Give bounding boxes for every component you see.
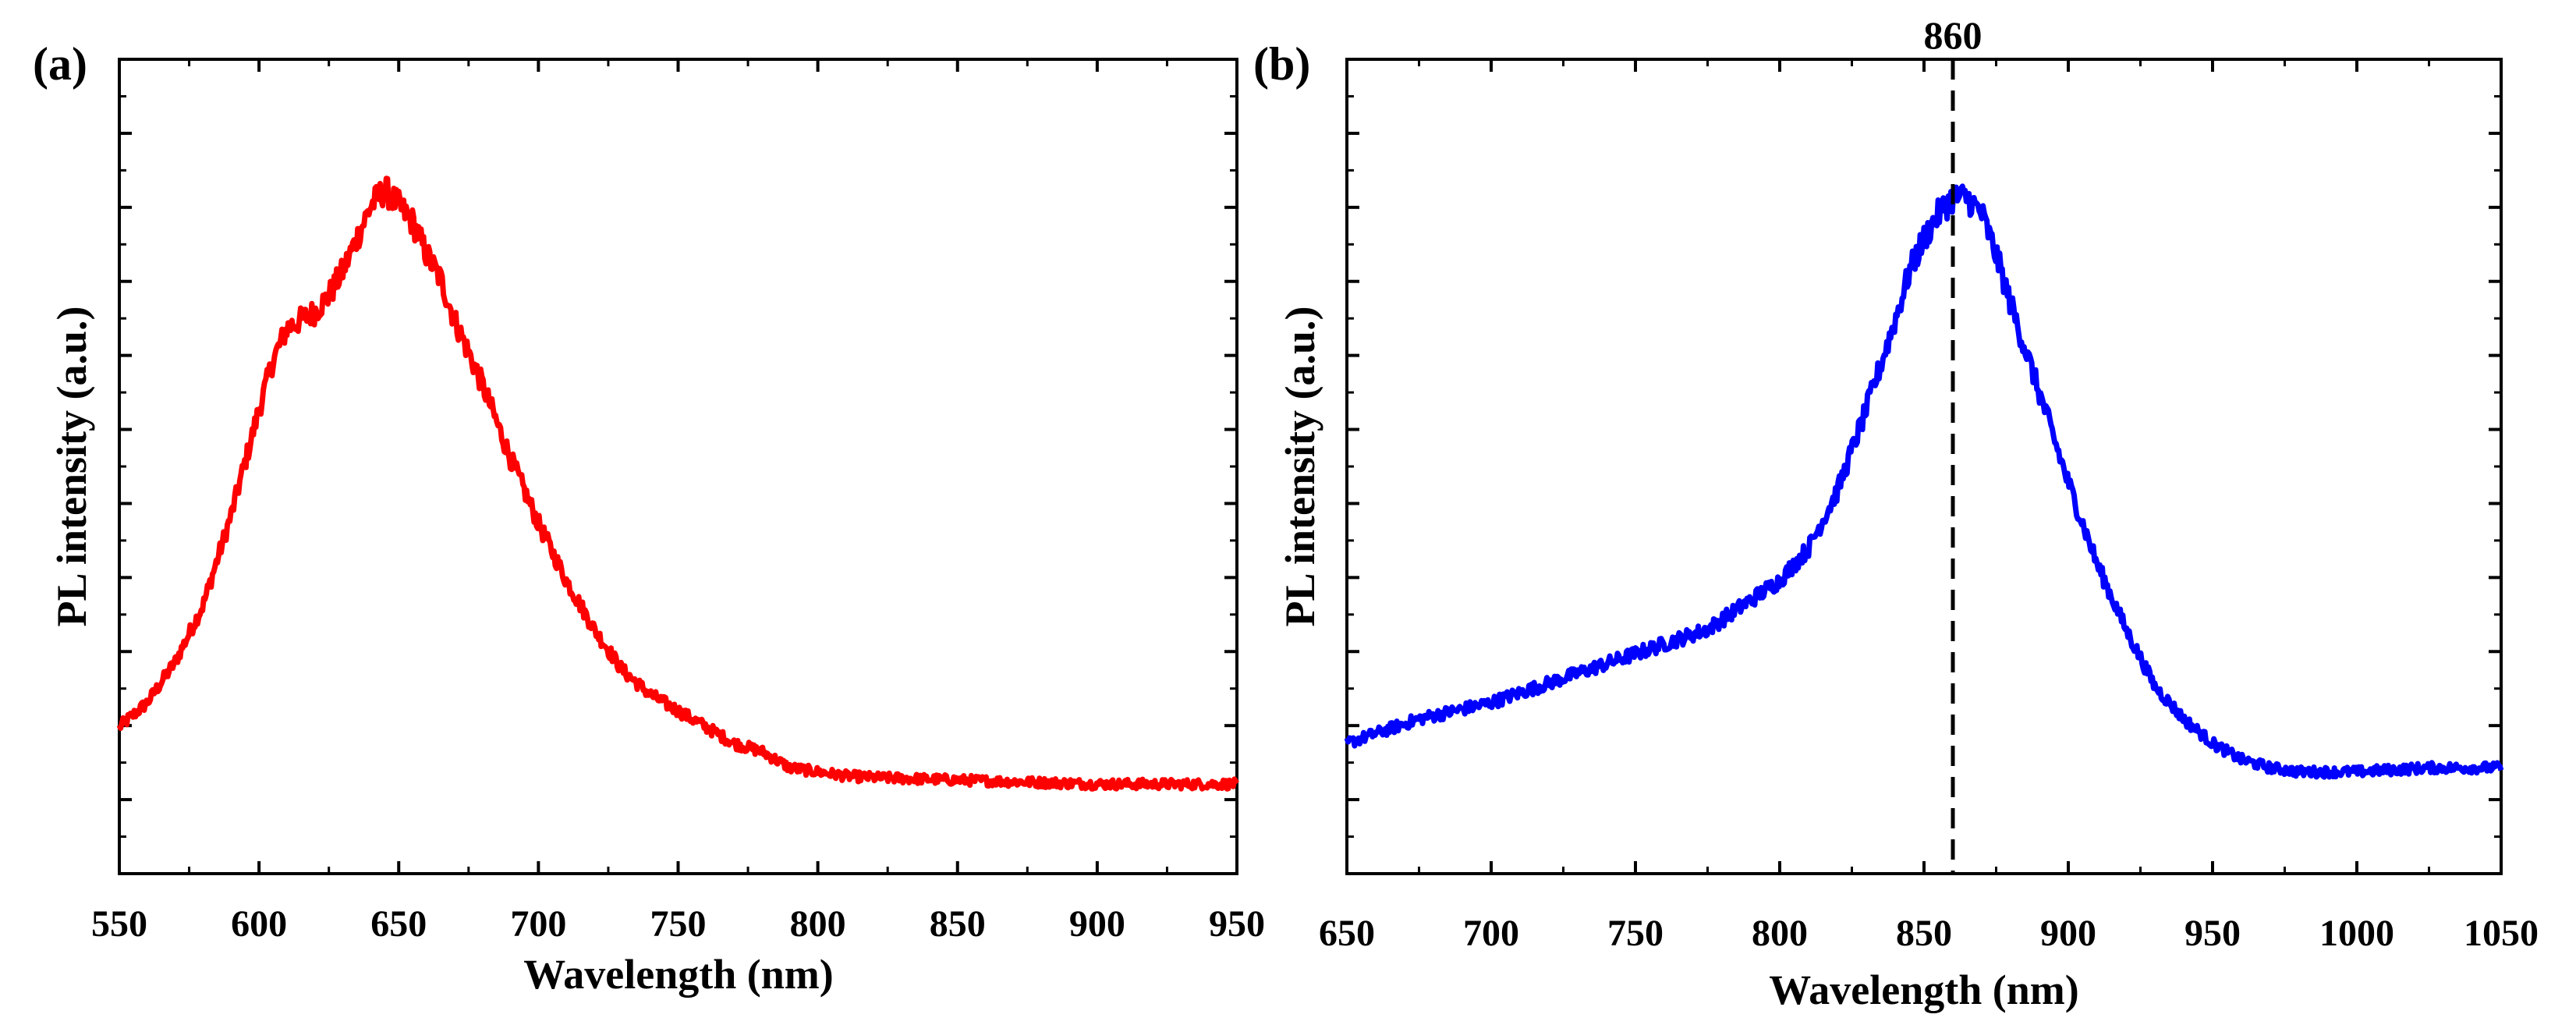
panel-b: 650 700 750 800 850 900 950 1000 1050 860 (b) Wa… <box>1253 13 2539 1013</box>
panel-a-x-tick-label: 650 <box>370 903 427 945</box>
panel-b-x-tick-label: 1050 <box>2464 913 2539 954</box>
panel-a-x-tick-label: 750 <box>650 903 707 945</box>
panel-a-label: (a) <box>33 38 87 90</box>
panel-a-x-tick-label: 550 <box>91 903 147 945</box>
panel-b-peak-marker-label: 860 <box>1924 13 1982 57</box>
panel-a-x-axis-title: Wavelength (nm) <box>523 951 834 998</box>
panel-b-x-tick-label: 950 <box>2184 913 2241 954</box>
panel-b-x-tick-label: 700 <box>1463 913 1519 954</box>
panel-b-x-tick-label: 850 <box>1896 913 1952 954</box>
panel-b-x-tick-labels: 650 700 750 800 850 900 950 1000 1050 <box>1319 913 2539 954</box>
panel-a: 550 600 650 700 750 800 850 900 950 (a) Waveleng… <box>33 38 1265 998</box>
panel-a-x-tick-label: 850 <box>930 903 986 945</box>
panel-a-plot-frame <box>118 58 1238 875</box>
panel-a-y-axis-title: PL intensity (a.u.) <box>48 306 95 626</box>
panel-b-y-ticks <box>1347 58 2501 875</box>
panel-b-series-line <box>1344 183 2504 780</box>
panel-a-x-tick-label: 600 <box>231 903 287 945</box>
panel-a-series-line <box>116 176 1239 792</box>
panel-b-x-tick-label: 900 <box>2040 913 2096 954</box>
panel-a-x-tick-labels: 550 600 650 700 750 800 850 900 950 <box>91 903 1265 945</box>
panel-b-label: (b) <box>1253 38 1310 90</box>
panel-a-x-tick-label: 900 <box>1069 903 1125 945</box>
panel-a-x-tick-label: 950 <box>1209 903 1265 945</box>
panel-a-y-ticks <box>119 58 1237 875</box>
panel-b-x-ticks <box>1345 59 2503 874</box>
panel-b-x-tick-label: 750 <box>1607 913 1664 954</box>
panel-a-x-ticks <box>118 59 1238 874</box>
panel-a-x-tick-label: 800 <box>790 903 846 945</box>
panel-a-x-tick-label: 700 <box>510 903 566 945</box>
panel-b-plot-frame <box>1345 58 2503 875</box>
panel-b-x-tick-label: 650 <box>1319 913 1375 954</box>
panel-b-x-tick-label: 800 <box>1752 913 1808 954</box>
panel-b-y-axis-title: PL intensity (a.u.) <box>1277 306 1323 626</box>
panel-b-x-axis-title: Wavelength (nm) <box>1769 966 2079 1013</box>
panel-b-x-tick-label: 1000 <box>2319 913 2394 954</box>
